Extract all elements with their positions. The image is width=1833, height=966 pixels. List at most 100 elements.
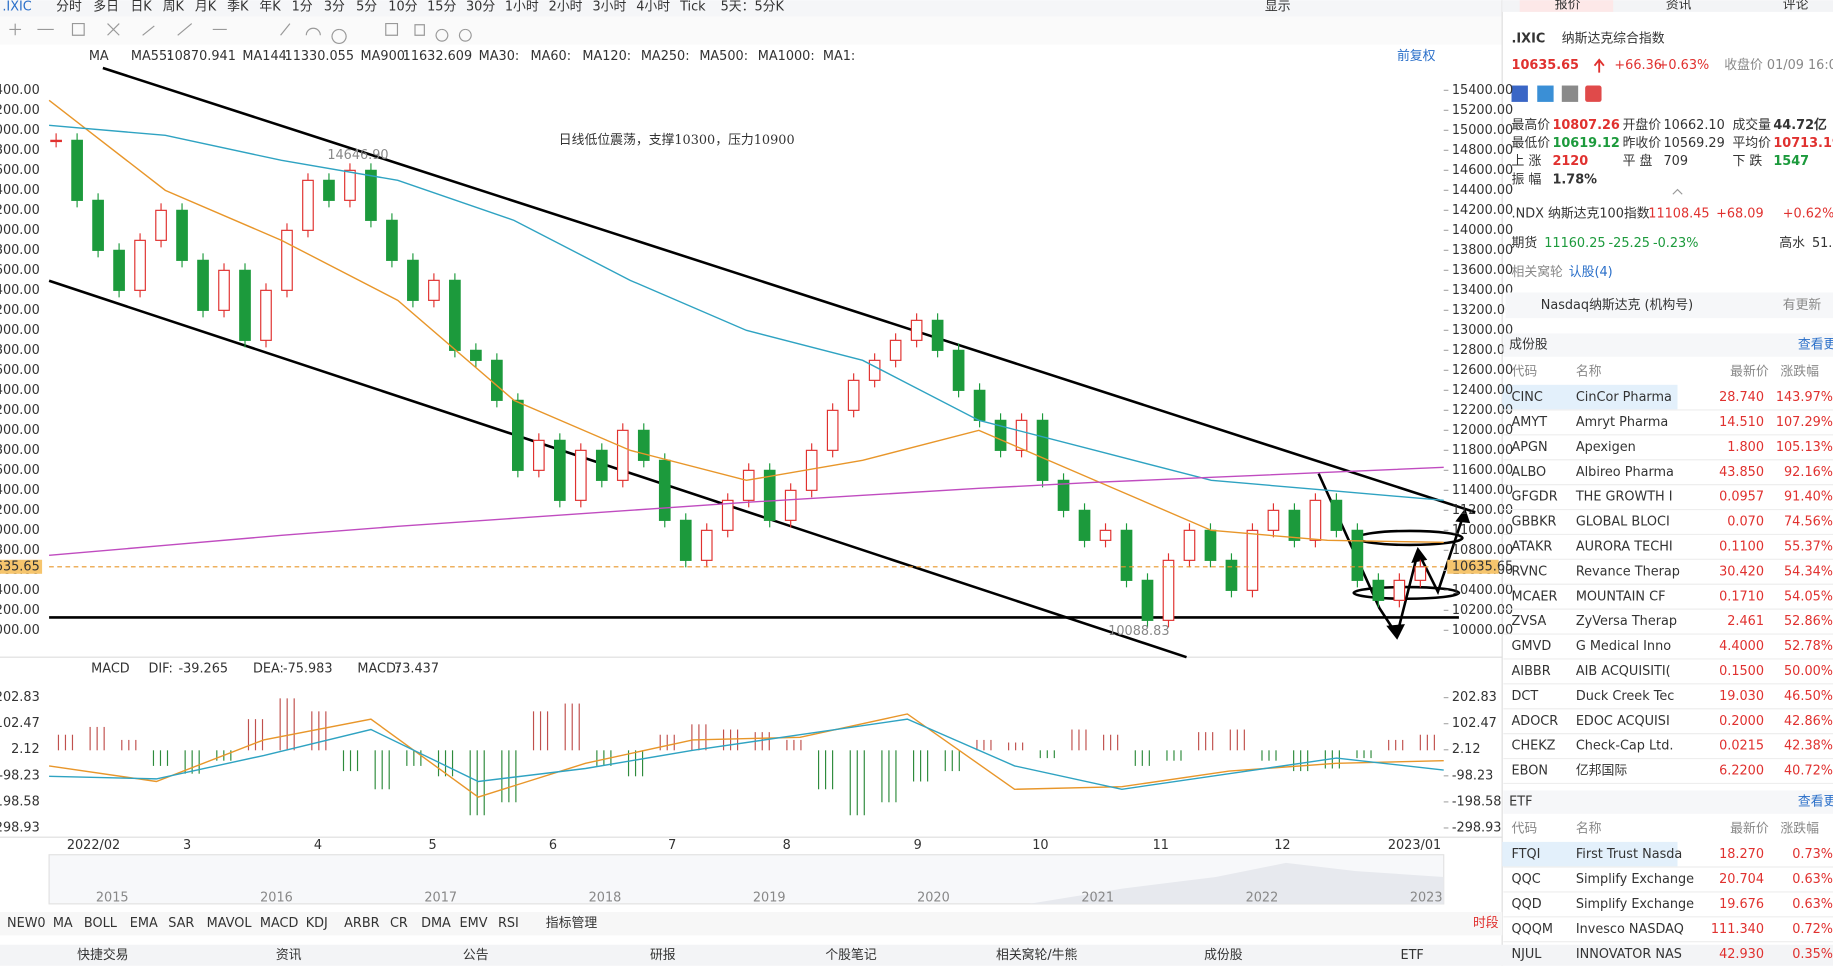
period-tab[interactable]: 5分 (356, 0, 377, 15)
candle (134, 239, 146, 291)
y-tick-label: 14400.00 (0, 183, 40, 198)
macd-tick-label-right: 202.83 (1452, 690, 1497, 705)
period-tab[interactable]: 10分 (388, 0, 417, 15)
overview-shape (1028, 862, 1444, 904)
indicator-tab[interactable]: CR (390, 916, 408, 931)
candle (1393, 579, 1406, 601)
section-more[interactable]: 查看更多 (1798, 794, 1833, 810)
period-bar (0, 0, 1503, 17)
period-tab[interactable]: 2小时 (549, 0, 583, 15)
y-tick-label: 11400.00 (0, 483, 40, 498)
indicator-tab[interactable]: EMA (130, 916, 158, 931)
bottom-tab[interactable]: 资讯 (276, 948, 302, 963)
resistance-line (102, 66, 1476, 514)
bottom-bar (0, 944, 1833, 966)
ma-name: MA55: (131, 49, 172, 64)
stat-value: 10713.19 (1773, 136, 1833, 151)
stat-value: 1547 (1773, 154, 1809, 169)
period-tab[interactable]: 周K (163, 0, 185, 15)
indicator-tab[interactable]: 指标管理 (546, 916, 598, 931)
section-more[interactable]: 查看更多 (1798, 337, 1833, 353)
stat-label: 开盘价 (1623, 117, 1662, 133)
y-tick-label: 11600.00 (0, 463, 40, 478)
bottom-tab[interactable]: 快捷交易 (77, 947, 128, 963)
cell-name: Amryt Pharma (1576, 415, 1669, 430)
tool-bar (0, 16, 1503, 45)
cell-name: Invesco NASDAQ (1576, 922, 1684, 937)
candle (449, 279, 461, 351)
cell-pct: 143.97% (1776, 390, 1833, 405)
cell-price: 4.4000 (1719, 639, 1764, 654)
indicator-tab[interactable]: MACD (260, 916, 299, 931)
indicator-tab[interactable]: MAVOL (207, 916, 253, 931)
macd-name: DIF: (148, 661, 172, 676)
period-tab[interactable]: Tick (679, 0, 706, 15)
candle (512, 399, 524, 471)
bottom-tab[interactable]: ETF (1400, 948, 1423, 963)
period-tab[interactable]: 1分 (292, 0, 313, 15)
cell-pct: 42.86% (1784, 714, 1833, 729)
period-tab[interactable]: 1小时 (505, 0, 539, 15)
warrant-link[interactable]: 认股(4) (1569, 265, 1613, 280)
table-header: 最新价 (1730, 363, 1769, 379)
period-tab[interactable]: 3分 (324, 0, 345, 15)
panel-tab[interactable]: 评论 (1783, 0, 1809, 12)
period-tab[interactable]: 4小时 (636, 0, 670, 15)
bottom-tab[interactable]: 公告 (463, 948, 489, 963)
x-tick-label: 2023/01 (1388, 838, 1441, 853)
news-update: 有更新 (1783, 297, 1822, 313)
period-tab[interactable]: 日K (130, 0, 152, 15)
stat-label: 昨收价 (1623, 136, 1662, 151)
period-tab[interactable]: 3小时 (592, 0, 626, 15)
ma-line (49, 466, 1444, 557)
panel-tab[interactable]: 报价 (1555, 0, 1581, 12)
ma-name: MA900: (361, 49, 410, 64)
bottom-tab[interactable]: 相关窝轮/牛熊 (996, 947, 1078, 963)
y-tick-label-right: 13600.00 (1452, 263, 1513, 278)
candle (1141, 579, 1154, 621)
y-tick-label-right: 10000.00 (1452, 623, 1513, 638)
macd-tick-label-right: -98.23 (1452, 768, 1493, 783)
y-tick-label-right: 12200.00 (1452, 403, 1513, 418)
bottom-tab[interactable]: 研报 (650, 948, 676, 963)
cell-name: ZyVersa Therap (1576, 614, 1677, 629)
indicator-tab[interactable]: NEW0 (7, 916, 46, 931)
cell-price: 1.800 (1727, 440, 1764, 455)
indicator-tab[interactable]: KDJ (306, 916, 328, 931)
bottom-tab[interactable]: 个股笔记 (825, 947, 877, 963)
period-tab[interactable]: 多日 (93, 0, 119, 15)
panel-tab[interactable]: 资讯 (1666, 0, 1692, 12)
icon-draw (37, 22, 472, 45)
year-label: 2017 (424, 890, 457, 905)
cell-pct: 0.63% (1792, 897, 1833, 912)
period-tab[interactable]: 15分 (427, 0, 456, 15)
period-tab[interactable]: 30分 (466, 0, 495, 15)
path-forecast (1317, 473, 1465, 639)
period-tab[interactable]: 分时 (56, 0, 82, 15)
cell-pct: 42.38% (1784, 739, 1833, 754)
indicator-tab[interactable]: MA (53, 916, 73, 931)
period-tab[interactable]: 月K (195, 0, 217, 15)
bottom-tab[interactable]: 成份股 (1204, 948, 1243, 963)
indicator-tab[interactable]: EMV (460, 916, 488, 931)
x-tick-label: 11 (1153, 838, 1169, 853)
ma-name: MA30: (479, 49, 520, 64)
stat-label: 上 涨 (1512, 154, 1542, 169)
ma-name: MA60: (531, 49, 572, 64)
indicator-tab[interactable]: DMA (421, 916, 451, 931)
candle (71, 139, 83, 201)
indicator-tab[interactable]: BOLL (84, 916, 118, 931)
indicator-tab[interactable]: ARBR (344, 916, 380, 931)
y-tick-label: 12000.00 (0, 423, 40, 438)
period-tab[interactable]: 年K (259, 0, 281, 15)
period-button: 时段 (1473, 916, 1499, 931)
indicator-tab[interactable]: RSI (498, 916, 519, 931)
candle (386, 219, 398, 261)
period-tab[interactable]: 5天：5分K (721, 0, 785, 15)
indicator-tab[interactable]: SAR (168, 916, 194, 931)
cell-name: Apexigen (1576, 440, 1636, 455)
ma-label: MA (89, 49, 109, 64)
period-tab[interactable]: 季K (227, 0, 249, 15)
cell-price: 0.0215 (1719, 739, 1764, 754)
